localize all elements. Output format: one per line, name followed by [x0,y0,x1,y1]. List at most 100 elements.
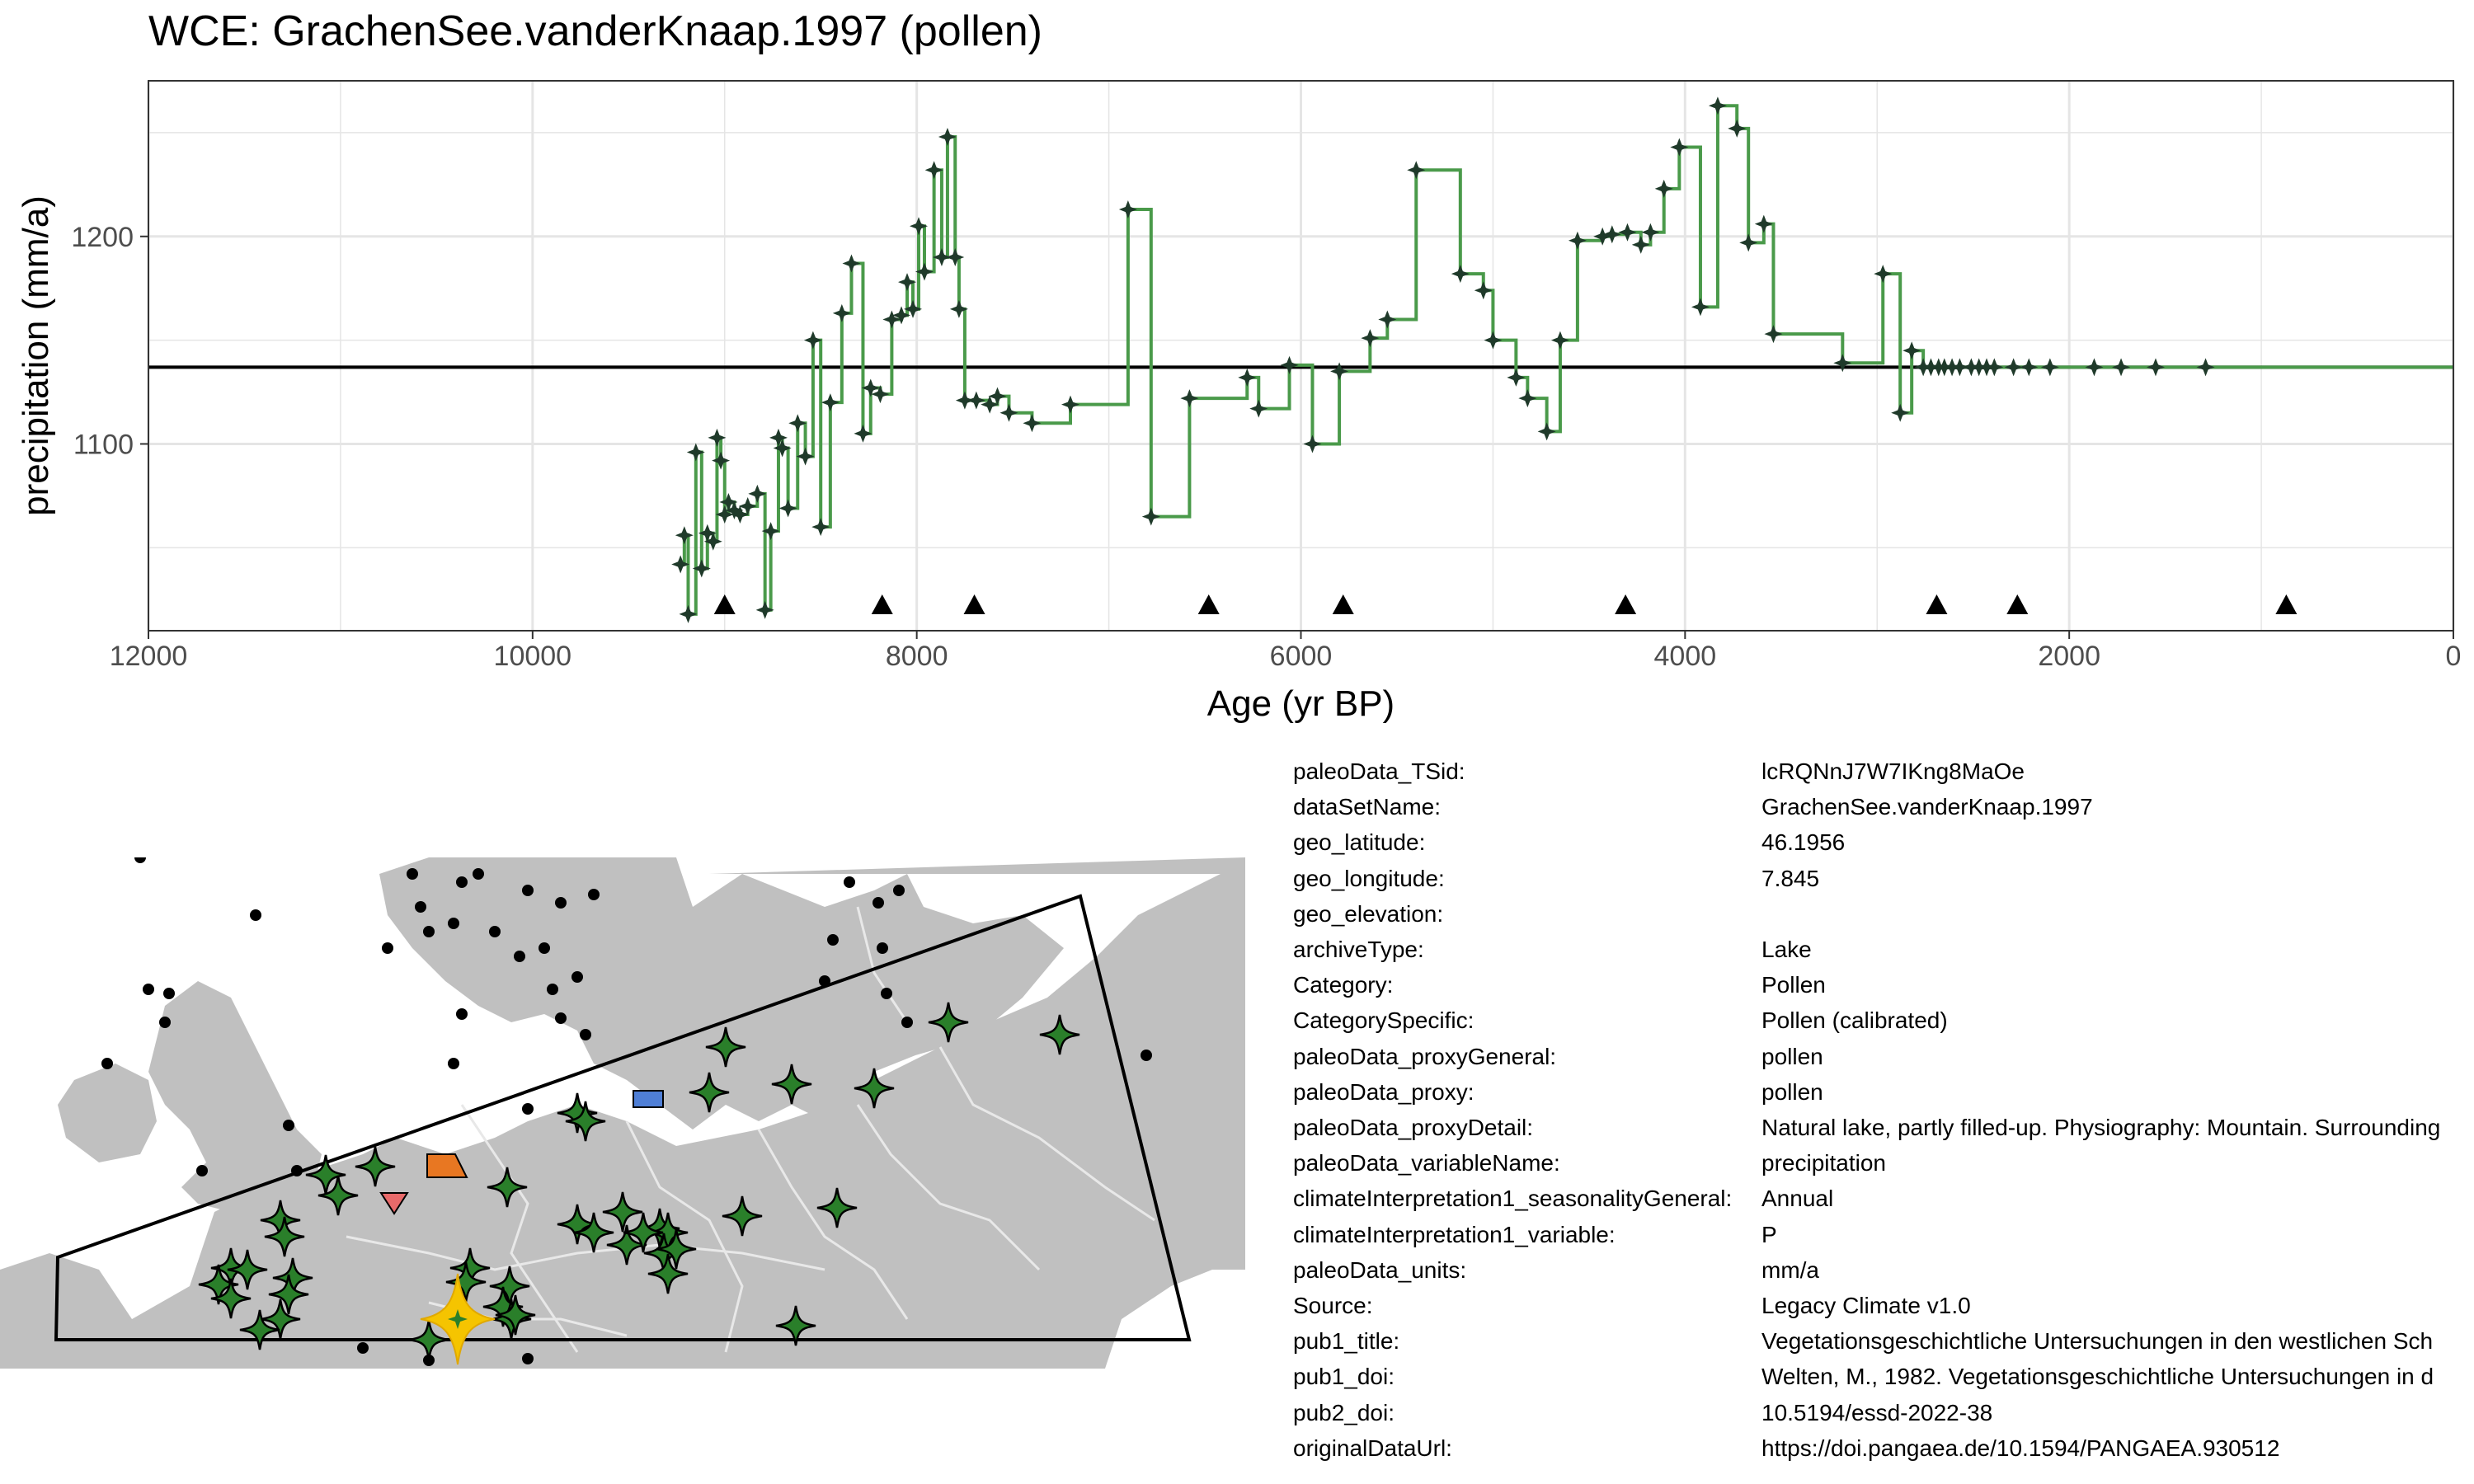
site-star [573,1212,614,1253]
metadata-key: geo_longitude: [1293,865,1445,891]
data-point [1708,96,1727,115]
metadata-key: paleoData_TSid: [1293,758,1465,784]
site-star [623,1212,664,1253]
metadata-key: climateInterpretation1_seasonalityGenera… [1293,1186,1733,1212]
data-point [2085,358,2104,377]
site-star [565,1101,606,1142]
metadata-key: paleoData_proxy: [1293,1078,1475,1105]
other-site-dot [522,1353,534,1364]
data-points-layer [671,96,2215,623]
data-point [761,522,780,541]
data-point [1061,395,1079,414]
data-point [1141,507,1160,526]
data-point [871,385,890,404]
data-point [915,262,934,281]
site-star [602,1191,643,1233]
data-point [2196,358,2215,377]
site-star [198,1264,239,1305]
x-tick-label: 4000 [1654,641,1717,672]
data-point [1361,329,1380,348]
border-7 [856,906,909,1023]
other-site-dot [101,1058,113,1069]
other-site-dot [522,1103,534,1115]
other-site-dot [514,951,525,962]
other-site-dot [456,1008,468,1020]
data-point [1985,358,2004,377]
metadata-key: paleoData_proxyGeneral: [1293,1043,1557,1069]
metadata-value: pollen [1761,1043,1823,1069]
age-marker-triangle [1615,594,1637,614]
site-star [557,1204,598,1245]
data-point [1691,298,1710,317]
metadata-key: geo_latitude: [1293,829,1426,856]
other-site-dot [291,1165,303,1176]
metadata-value: Vegetationsgeschichtliche Untersuchungen… [1761,1328,2434,1355]
region-site-stars [198,1002,1080,1360]
land-masses [0,857,1245,1369]
other-site-dot [547,984,558,995]
data-point [898,273,917,292]
site-star [705,1026,746,1068]
data-point [738,496,757,515]
age-marker-triangle [871,594,893,614]
metadata-value: mm/a [1761,1256,1819,1283]
data-point [904,299,923,318]
other-site-dot [159,1017,171,1028]
other-site-dot [357,1342,369,1354]
other-site-dot [827,934,839,946]
land-scandinavia [379,857,1064,1129]
site-star [689,1072,730,1113]
other-site-dot [448,1058,459,1069]
border-3 [757,1129,909,1320]
other-site-dot [196,1165,208,1176]
data-point [671,555,690,574]
data-point [981,395,999,414]
data-point [1474,281,1493,300]
other-site-dot [448,918,459,929]
metadata-key: Source: [1293,1293,1373,1318]
metadata-value: 10.5194/essd-2022-38 [1761,1399,1993,1425]
data-point [715,505,734,524]
metadata-value: Legacy Climate v1.0 [1761,1293,1971,1318]
metadata-key: pub2_doi: [1293,1399,1395,1425]
site-star [268,1274,309,1315]
site-star [656,1228,697,1270]
data-point [832,303,851,322]
other-site-dot [893,885,905,896]
other-site-dot [539,942,550,954]
other-site-dot [134,857,146,863]
metadata-value: Annual [1761,1186,1834,1212]
site-star [317,1175,359,1216]
data-point [1118,200,1137,219]
other-site-dot [588,889,600,900]
data-point [1728,119,1747,138]
metadata-key: pub1_doi: [1293,1364,1395,1390]
metadata-key: paleoData_units: [1293,1256,1467,1283]
metadata-value: Natural lake, partly filled-up. Physiogr… [1761,1115,2441,1140]
red-site-marker [379,1192,409,1215]
land-britain [148,981,322,1212]
x-tick-label: 10000 [494,641,572,672]
data-point [949,299,968,318]
other-site-dot [877,942,888,954]
data-point [788,414,807,433]
data-point [1764,325,1783,344]
land-ireland [58,1064,157,1162]
data-point [755,600,774,619]
age-marker-triangle [963,594,985,614]
data-point [1833,354,1852,373]
data-point [1631,235,1650,254]
metadata-key: dataSetName: [1293,794,1441,820]
axes: 12000 10000 8000 6000 4000 2000 0 1100 1200 [71,222,2461,672]
data-point [686,443,705,462]
data-point [1754,214,1773,233]
data-point [854,424,872,443]
site-star [495,1294,536,1336]
data-point [1507,368,1526,387]
age-marker-triangle [713,594,736,614]
time-series-chart: 12000 10000 8000 6000 4000 2000 0 1100 1200 Age … [16,80,2461,724]
other-site-dot [423,1355,435,1366]
site-star [355,1146,396,1187]
data-point [1238,368,1257,387]
data-point [803,331,822,350]
